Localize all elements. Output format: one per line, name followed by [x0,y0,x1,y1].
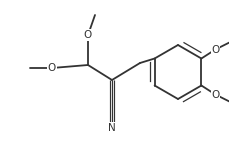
Text: N: N [108,123,116,133]
Text: O: O [211,45,220,54]
Text: O: O [48,63,56,73]
Text: O: O [211,90,220,99]
Text: O: O [84,30,92,40]
